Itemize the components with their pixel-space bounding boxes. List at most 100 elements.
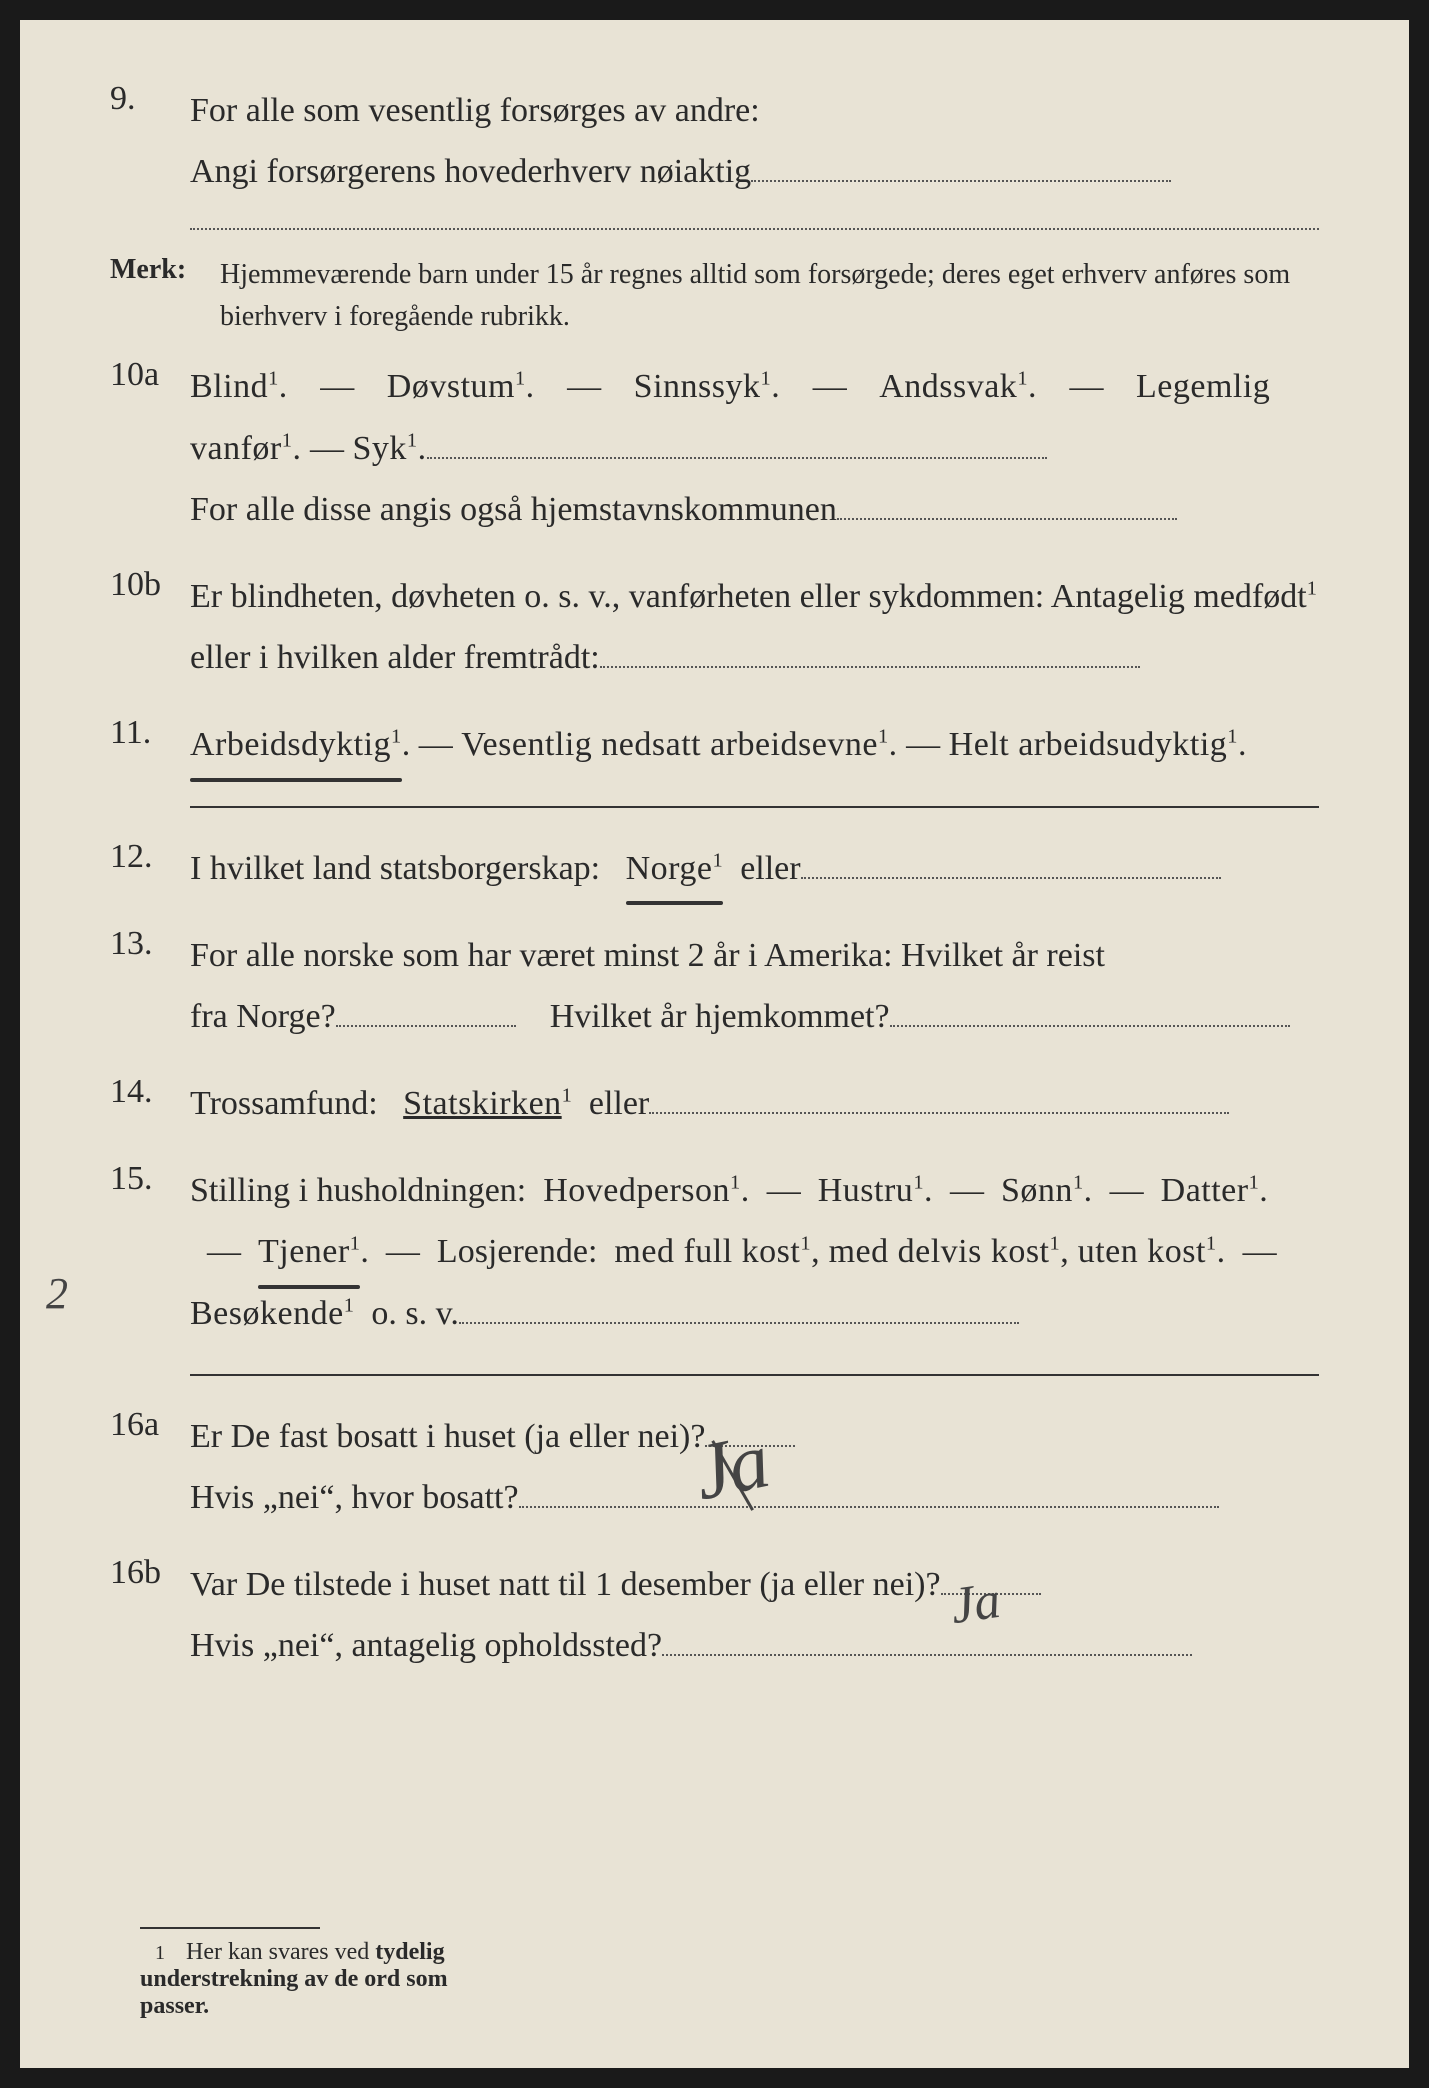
q14-suffix: eller bbox=[589, 1085, 649, 1122]
dash: — bbox=[950, 1172, 984, 1209]
q13-line2b: Hvilket år hjemkommet? bbox=[550, 998, 890, 1035]
footnote: 1 Her kan svares ved tydelig understrekn… bbox=[140, 1915, 520, 2020]
dash: — bbox=[906, 726, 940, 763]
q10a-blank1[interactable] bbox=[427, 457, 1047, 459]
q9-line2: Angi forsørgerens hovederhverv nøiaktig bbox=[190, 153, 751, 190]
merk-label: Merk: bbox=[110, 254, 220, 286]
question-13: 13. For alle norske som har været minst … bbox=[110, 925, 1319, 1047]
q16a-margin-mark: 2 bbox=[46, 1268, 68, 1319]
q13-blank1[interactable] bbox=[336, 1025, 516, 1027]
q13-number: 13. bbox=[110, 925, 190, 963]
q10a-opt-dovstum[interactable]: Døvstum1. bbox=[387, 368, 535, 405]
dash: — bbox=[767, 1172, 801, 1209]
q16b-answer: Ja bbox=[944, 1554, 1006, 1654]
q14-prefix: Trossamfund: bbox=[190, 1085, 378, 1122]
q15-opt-tjener[interactable]: Tjener1 bbox=[258, 1221, 360, 1282]
question-10a: 10a Blind1. — Døvstum1. — Sinnssyk1. — A… bbox=[110, 356, 1319, 540]
q15-opt-besokende[interactable]: Besøkende1 bbox=[190, 1295, 354, 1332]
question-15: 15. Stilling i husholdningen: Hovedperso… bbox=[110, 1160, 1319, 1344]
q15-body: Stilling i husholdningen: Hovedperson1. … bbox=[190, 1160, 1319, 1344]
q11-body: Arbeidsdyktig1. — Vesentlig nedsatt arbe… bbox=[190, 714, 1319, 775]
dash: — bbox=[386, 1233, 420, 1270]
q16b-body: Var De tilstede i huset natt til 1 desem… bbox=[190, 1554, 1319, 1676]
q16b-line1: Var De tilstede i huset natt til 1 desem… bbox=[190, 1566, 941, 1603]
q10a-opt-blind[interactable]: Blind1. bbox=[190, 368, 288, 405]
q10a-opt-andssvak[interactable]: Andssvak1. bbox=[879, 368, 1037, 405]
dash: — bbox=[1243, 1233, 1277, 1270]
q10a-opt-syk[interactable]: Syk1. bbox=[352, 430, 426, 467]
q10a-blank2[interactable] bbox=[837, 518, 1177, 520]
q15-opt-hustru[interactable]: Hustru1. bbox=[818, 1172, 933, 1209]
q15-opt-sonn[interactable]: Sønn1. bbox=[1001, 1172, 1093, 1209]
question-9: 9. For alle som vesentlig forsørges av a… bbox=[110, 80, 1319, 202]
q15-osv: o. s. v. bbox=[371, 1295, 459, 1332]
question-12: 12. I hvilket land statsborgerskap: Norg… bbox=[110, 838, 1319, 899]
dash: — bbox=[1110, 1172, 1144, 1209]
q15-blank[interactable] bbox=[459, 1322, 1019, 1324]
q12-opt-norge[interactable]: Norge1 bbox=[626, 838, 724, 899]
divider-after-9 bbox=[190, 228, 1319, 230]
q16b-answer-blank[interactable]: Ja bbox=[941, 1593, 1041, 1595]
q13-line2a: fra Norge? bbox=[190, 998, 336, 1035]
form-page: 9. For alle som vesentlig forsørges av a… bbox=[20, 20, 1409, 2068]
q13-body: For alle norske som har været minst 2 år… bbox=[190, 925, 1319, 1047]
q14-opt-statskirken[interactable]: Statskirken bbox=[403, 1085, 561, 1122]
q14-blank[interactable] bbox=[649, 1112, 1229, 1114]
q11-opt-arbeidsdyktig[interactable]: Arbeidsdyktig1 bbox=[190, 714, 402, 775]
q12-number: 12. bbox=[110, 838, 190, 876]
q15-losj-delvis[interactable]: med delvis kost1, bbox=[829, 1233, 1070, 1270]
q16a-number: 16a bbox=[110, 1406, 190, 1444]
q10b-number: 10b bbox=[110, 566, 190, 604]
dash: — bbox=[813, 368, 847, 405]
q15-prefix: Stilling i husholdningen: bbox=[190, 1172, 526, 1209]
q16a-line1: Er De fast bosatt i huset (ja eller nei)… bbox=[190, 1418, 705, 1455]
merk-note: Merk: Hjemmeværende barn under 15 år reg… bbox=[110, 254, 1319, 338]
q12-suffix: eller bbox=[740, 850, 800, 887]
q10b-blank[interactable] bbox=[600, 666, 1140, 668]
q11-opt-udyktig[interactable]: Helt arbeidsudyktig1. bbox=[949, 726, 1247, 763]
divider-after-11 bbox=[190, 806, 1319, 808]
q16a-answer-blank[interactable]: Ja bbox=[705, 1445, 795, 1447]
divider-after-15 bbox=[190, 1374, 1319, 1376]
q16a-body: Er De fast bosatt i huset (ja eller nei)… bbox=[190, 1406, 1319, 1528]
footnote-marker: 1 bbox=[140, 1942, 180, 1965]
q9-line1: For alle som vesentlig forsørges av andr… bbox=[190, 92, 760, 129]
q11-number: 11. bbox=[110, 714, 190, 752]
dash: — bbox=[207, 1233, 241, 1270]
q16b-line2: Hvis „nei“, antagelig opholdssted? bbox=[190, 1627, 662, 1664]
q15-losj-label: Losjerende: bbox=[437, 1233, 598, 1270]
q11-opt-nedsatt[interactable]: Vesentlig nedsatt arbeidsevne1. bbox=[461, 726, 897, 763]
q16b-number: 16b bbox=[110, 1554, 190, 1592]
q12-prefix: I hvilket land statsborgerskap: bbox=[190, 850, 600, 887]
q10b-text1: Er blindheten, døvheten o. s. v., vanfør… bbox=[190, 578, 1307, 615]
q9-blank[interactable] bbox=[751, 180, 1171, 182]
q15-losj-uten[interactable]: uten kost1. bbox=[1078, 1233, 1226, 1270]
question-11: 11. Arbeidsdyktig1. — Vesentlig nedsatt … bbox=[110, 714, 1319, 775]
question-16a: 16a Er De fast bosatt i huset (ja eller … bbox=[110, 1406, 1319, 1528]
q16b-blank2[interactable] bbox=[662, 1654, 1192, 1656]
q13-blank2[interactable] bbox=[890, 1025, 1290, 1027]
q14-body: Trossamfund: Statskirken1 eller bbox=[190, 1073, 1319, 1134]
q12-blank[interactable] bbox=[801, 877, 1221, 879]
dash: — bbox=[1070, 368, 1104, 405]
q15-opt-hovedperson[interactable]: Hovedperson1. bbox=[543, 1172, 750, 1209]
footnote-rule bbox=[140, 1927, 320, 1929]
merk-text: Hjemmeværende barn under 15 år regnes al… bbox=[220, 254, 1319, 338]
q15-losj-full[interactable]: med full kost1, bbox=[614, 1233, 820, 1270]
q10a-opt-sinnssyk[interactable]: Sinnssyk1. bbox=[634, 368, 781, 405]
question-10b: 10b Er blindheten, døvheten o. s. v., va… bbox=[110, 566, 1319, 688]
q16a-line2: Hvis „nei“, hvor bosatt? bbox=[190, 1479, 519, 1516]
q9-number: 9. bbox=[110, 80, 190, 118]
q16a-blank2[interactable] bbox=[519, 1506, 1219, 1508]
q10a-body: Blind1. — Døvstum1. — Sinnssyk1. — Andss… bbox=[190, 356, 1319, 540]
dash: — bbox=[310, 430, 344, 467]
dash: — bbox=[320, 368, 354, 405]
q15-opt-datter[interactable]: Datter1. bbox=[1161, 1172, 1269, 1209]
dash: — bbox=[567, 368, 601, 405]
question-16b: 16b Var De tilstede i huset natt til 1 d… bbox=[110, 1554, 1319, 1676]
q9-body: For alle som vesentlig forsørges av andr… bbox=[190, 80, 1319, 202]
q14-number: 14. bbox=[110, 1073, 190, 1111]
dash: — bbox=[419, 726, 453, 763]
q10b-text2: eller i hvilken alder fremtrådt: bbox=[190, 639, 600, 676]
footnote-text: Her kan svares ved tydelig understreknin… bbox=[140, 1939, 448, 2019]
